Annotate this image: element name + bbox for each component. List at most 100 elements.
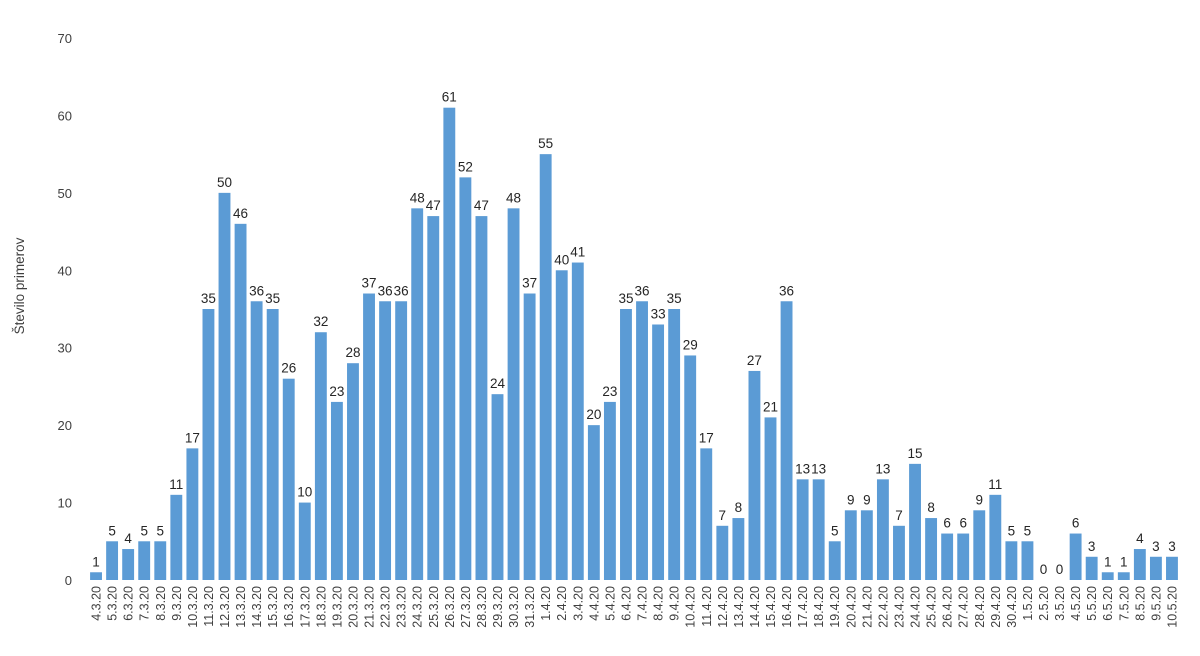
data-label: 1 (1104, 554, 1112, 569)
x-tick-label: 23.4.20 (892, 586, 906, 628)
x-tick-label: 11.4.20 (700, 586, 714, 627)
bar (668, 309, 681, 580)
data-label: 27 (747, 353, 762, 368)
data-label: 0 (1040, 562, 1048, 577)
data-label: 9 (863, 492, 871, 507)
bar (411, 208, 424, 580)
bar (170, 494, 183, 580)
y-tick-label: 50 (58, 186, 72, 201)
x-tick-label: 29.3.20 (491, 586, 505, 628)
x-tick-label: 5.5.20 (1085, 586, 1099, 621)
x-tick-label: 22.3.20 (379, 586, 393, 628)
data-label: 6 (959, 516, 967, 531)
data-label: 47 (474, 198, 489, 213)
bar (700, 448, 713, 580)
data-label: 48 (410, 190, 425, 205)
bar (716, 525, 729, 580)
bar (154, 541, 167, 580)
bar (1149, 556, 1162, 580)
data-label: 0 (1056, 562, 1064, 577)
x-tick-label: 7.5.20 (1117, 586, 1131, 621)
x-tick-label: 9.4.20 (668, 586, 682, 621)
x-tick-label: 30.3.20 (507, 586, 521, 628)
bar (1166, 556, 1178, 580)
x-tick-label: 8.3.20 (154, 586, 168, 621)
data-label: 6 (1072, 516, 1080, 531)
x-tick-label: 17.3.20 (298, 586, 312, 628)
data-label: 32 (313, 314, 328, 329)
x-tick-label: 10.4.20 (684, 586, 698, 628)
x-tick-label: 31.3.20 (523, 586, 537, 628)
x-tick-label: 14.4.20 (748, 586, 762, 628)
y-tick-label: 0 (65, 573, 72, 588)
data-label: 11 (169, 477, 183, 492)
x-tick-label: 2.4.20 (555, 586, 569, 621)
bar (764, 417, 777, 580)
x-tick-label: 25.3.20 (427, 586, 441, 628)
data-label: 3 (1152, 539, 1160, 554)
bar (571, 262, 584, 580)
bar (684, 355, 697, 580)
x-tick-label: 12.4.20 (716, 586, 730, 628)
bar (957, 533, 970, 580)
bar (1085, 556, 1098, 580)
data-label: 24 (490, 376, 506, 391)
bar (652, 324, 665, 580)
data-label: 7 (719, 508, 727, 523)
bar (1133, 549, 1146, 580)
bar (186, 448, 199, 580)
bar (250, 301, 263, 580)
bar (620, 309, 632, 580)
data-label: 26 (281, 361, 296, 376)
data-label: 52 (458, 159, 473, 174)
data-label: 4 (124, 531, 132, 546)
data-label: 41 (570, 245, 585, 260)
data-label: 37 (362, 276, 377, 291)
data-label: 4 (1136, 531, 1144, 546)
data-label: 9 (847, 492, 855, 507)
x-tick-label: 7.3.20 (138, 586, 152, 621)
x-tick-label: 9.5.20 (1149, 586, 1163, 621)
data-label: 17 (185, 430, 200, 445)
bars (90, 107, 1178, 581)
bar (603, 401, 616, 580)
data-label: 61 (442, 90, 457, 105)
bar (844, 510, 857, 580)
x-tick-label: 15.4.20 (764, 586, 778, 628)
x-tick-label: 29.4.20 (989, 586, 1003, 628)
bar (347, 363, 359, 580)
data-label: 6 (943, 516, 951, 531)
x-tick-label: 24.4.20 (909, 586, 923, 628)
x-tick-label: 4.5.20 (1069, 586, 1083, 621)
x-tick-label: 16.3.20 (282, 586, 296, 628)
bar (266, 309, 279, 580)
x-tick-label: 18.4.20 (812, 586, 826, 628)
x-tick-label: 4.4.20 (587, 586, 601, 621)
x-tick-label: 28.3.20 (475, 586, 489, 628)
y-tick-label: 10 (58, 496, 72, 511)
bar (893, 525, 905, 580)
data-label: 5 (108, 523, 116, 538)
y-tick-label: 60 (58, 108, 72, 123)
y-tick-label: 70 (58, 31, 72, 46)
y-tick-label: 30 (58, 341, 72, 356)
bar (732, 518, 745, 580)
data-label: 23 (329, 384, 344, 399)
data-label: 3 (1168, 539, 1176, 554)
data-label: 1 (92, 554, 100, 569)
x-tick-label: 1.4.20 (539, 586, 553, 621)
x-tick-label: 25.4.20 (925, 586, 939, 628)
bar (1101, 572, 1114, 580)
x-tick-label: 8.4.20 (652, 586, 666, 621)
x-tick-label: 27.4.20 (957, 586, 971, 628)
bar (202, 309, 215, 580)
y-axis-ticks: 0 10 20 30 40 50 60 70 (58, 31, 72, 588)
data-label: 50 (217, 175, 232, 190)
x-tick-label: 19.4.20 (828, 586, 842, 628)
x-tick-label: 3.4.20 (571, 586, 585, 621)
data-label: 46 (233, 206, 248, 221)
data-label: 36 (779, 283, 794, 298)
x-tick-label: 2.5.20 (1037, 586, 1051, 621)
x-tick-label: 6.3.20 (122, 586, 136, 621)
